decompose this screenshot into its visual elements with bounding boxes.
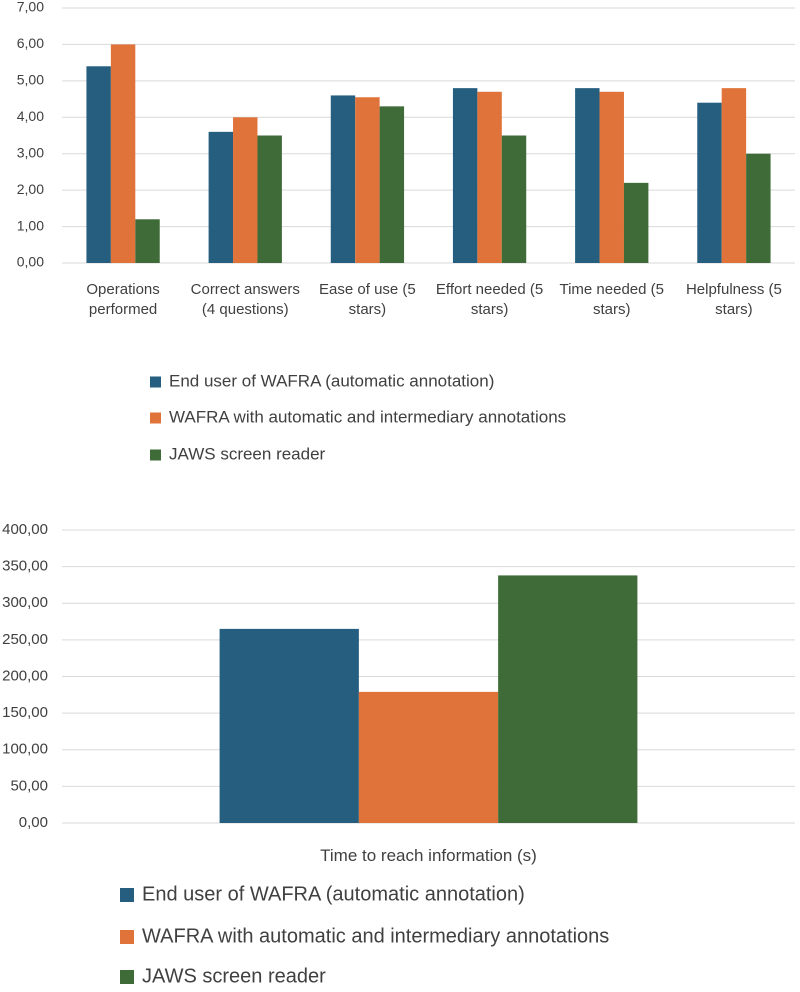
bar: [219, 628, 359, 823]
bar: [135, 219, 160, 263]
x-tick-label: Time needed (5 stars): [559, 281, 664, 318]
legend-swatch: [150, 376, 161, 388]
y-tick-label: 350,00: [2, 558, 48, 575]
y-tick-label: 6,00: [17, 35, 44, 51]
y-tick-label: 1,00: [17, 217, 44, 233]
bar: [697, 102, 722, 263]
bar: [257, 135, 282, 263]
y-tick-label: 50,00: [10, 777, 48, 794]
x-tick-label: Operations performed: [86, 281, 160, 318]
x-tick-label: Effort needed (5 stars): [435, 281, 544, 318]
legend-label: WAFRA with automatic and intermediary an…: [169, 407, 566, 426]
bar: [208, 131, 234, 263]
y-tick-label: 100,00: [2, 741, 48, 758]
y-tick-label: 150,00: [2, 704, 48, 721]
y-tick-label: 5,00: [17, 72, 44, 88]
bar: [575, 88, 600, 264]
y-tick-label: 2,00: [17, 181, 44, 197]
y-tick-label: 7,00: [17, 0, 44, 15]
bar: [477, 91, 502, 264]
x-tick-label: Helpfulness (5 stars): [685, 281, 782, 318]
bar: [233, 117, 258, 264]
x-tick-label: Ease of use (5 stars): [319, 281, 416, 318]
legend-label: JAWS screen reader: [142, 965, 326, 987]
x-tick-label: Time to reach information (s): [320, 846, 537, 865]
bar: [86, 66, 111, 264]
legend-label: JAWS screen reader: [169, 444, 326, 463]
legend-swatch: [150, 449, 161, 461]
bar: [379, 106, 405, 263]
legend-label: WAFRA with automatic and intermediary an…: [142, 925, 609, 947]
legend-label: End user of WAFRA (automatic annotation): [169, 371, 494, 390]
bar: [498, 575, 638, 823]
legend-label: End user of WAFRA (automatic annotation): [142, 883, 525, 905]
y-tick-label: 200,00: [2, 667, 48, 684]
y-tick-label: 3,00: [17, 144, 44, 160]
legend-swatch: [120, 888, 134, 902]
bar: [599, 91, 624, 264]
y-tick-label: 400,00: [2, 521, 48, 538]
bar: [452, 88, 478, 264]
legend-swatch: [120, 970, 134, 984]
bar: [358, 691, 499, 823]
y-tick-label: 0,00: [17, 254, 44, 270]
y-tick-label: 4,00: [17, 108, 44, 124]
bar: [746, 153, 771, 263]
x-tick-label: Correct answers (4 questions): [190, 281, 300, 318]
y-tick-label: 0,00: [19, 814, 48, 831]
bar: [721, 88, 747, 264]
bar: [110, 44, 136, 263]
bar: [623, 182, 649, 263]
y-tick-label: 250,00: [2, 631, 48, 648]
bar: [330, 95, 356, 263]
bar: [501, 135, 527, 263]
legend-swatch: [120, 930, 134, 944]
y-tick-label: 300,00: [2, 594, 48, 611]
bar: [355, 97, 380, 263]
legend-swatch: [150, 412, 161, 424]
